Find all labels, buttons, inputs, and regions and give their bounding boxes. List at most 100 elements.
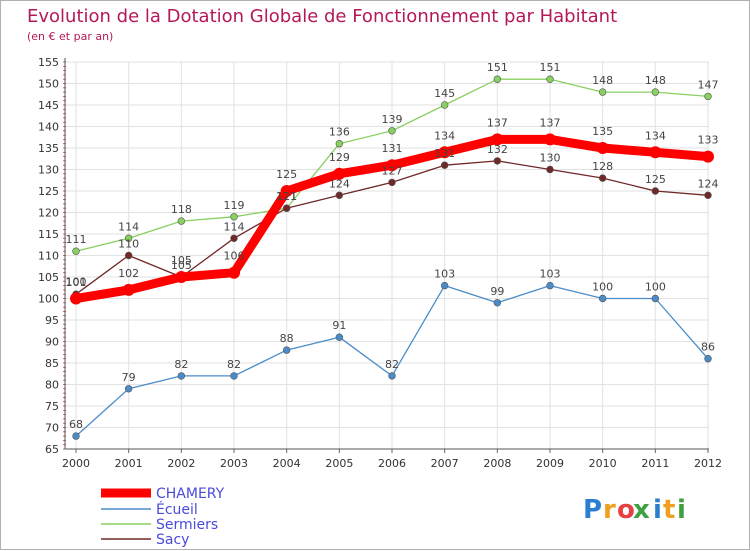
- data-label: 124: [698, 177, 719, 190]
- data-point: [546, 165, 554, 174]
- data-point: [230, 372, 238, 380]
- data-point: [651, 88, 660, 96]
- y-tick-label: 125: [38, 185, 59, 198]
- y-tick-label: 105: [38, 271, 59, 284]
- data-label: 121: [276, 190, 297, 203]
- data-label: 114: [118, 220, 139, 233]
- logo-letter: i: [653, 495, 662, 525]
- x-tick-label: 2000: [62, 457, 90, 470]
- data-point: [598, 88, 607, 96]
- data-label: 68: [69, 418, 83, 431]
- legend-label: Écueil: [156, 501, 198, 518]
- data-label: 131: [434, 147, 455, 160]
- data-label: 148: [645, 74, 666, 87]
- data-point: [335, 140, 344, 148]
- logo-letter: P: [583, 495, 602, 525]
- data-point: [440, 161, 449, 169]
- data-point: [70, 292, 82, 305]
- x-tick-label: 2001: [115, 457, 143, 470]
- y-tick-label: 65: [45, 443, 59, 456]
- data-point: [388, 127, 396, 135]
- data-label: 82: [227, 358, 241, 371]
- data-point: [596, 142, 609, 154]
- x-tick-label: 2010: [589, 457, 617, 470]
- data-label: 137: [487, 116, 508, 129]
- data-label: 100: [592, 281, 613, 294]
- data-point: [388, 178, 396, 187]
- data-label: 129: [329, 151, 350, 164]
- data-label: 131: [382, 142, 403, 155]
- data-label: 105: [171, 259, 192, 272]
- data-label: 124: [329, 177, 350, 190]
- y-tick-label: 110: [38, 250, 59, 263]
- x-tick-label: 2006: [378, 457, 406, 470]
- y-tick-label: 85: [45, 357, 59, 370]
- y-tick-label: 140: [38, 121, 59, 134]
- logo-letter: i: [677, 495, 686, 525]
- logo-letter: o: [617, 495, 635, 525]
- data-label: 101: [66, 276, 87, 289]
- data-label: 134: [645, 129, 666, 142]
- data-point: [598, 174, 607, 182]
- data-label: 110: [118, 238, 139, 251]
- data-label: 135: [592, 125, 613, 138]
- data-point: [230, 213, 238, 221]
- data-point: [491, 133, 504, 146]
- y-tick-label: 155: [38, 56, 59, 69]
- x-tick-label: 2009: [536, 457, 564, 470]
- data-label: 114: [224, 220, 245, 233]
- data-label: 148: [592, 74, 613, 87]
- data-label: 102: [118, 267, 139, 280]
- data-labels: 111 114 118 119 121 136 139 145 151 151 148 148 147 1…: [66, 61, 719, 431]
- y-tick-label: 95: [45, 314, 59, 327]
- chart-title: Evolution de la Dotation Globale de Fonc…: [27, 6, 617, 27]
- axes: 65 70 75 80 85 90 95 100 105 110 115 120 125 130 135 14…: [38, 56, 722, 470]
- data-label: 136: [329, 126, 350, 139]
- data-point: [335, 333, 344, 341]
- data-point: [124, 234, 133, 243]
- data-point: [649, 146, 662, 159]
- data-label: 103: [540, 268, 561, 281]
- data-point: [228, 266, 240, 279]
- data-label: 151: [487, 61, 508, 74]
- data-point: [438, 146, 451, 159]
- data-label: 79: [122, 371, 136, 384]
- data-point: [493, 157, 502, 165]
- data-label: 103: [434, 268, 455, 281]
- y-tick-label: 135: [38, 142, 59, 155]
- data-label: 125: [645, 173, 666, 186]
- data-point: [280, 185, 293, 197]
- data-label: 134: [434, 129, 455, 142]
- data-label: 137: [540, 116, 561, 129]
- x-tick-label: 2002: [167, 457, 195, 470]
- data-point: [546, 75, 554, 83]
- data-point: [651, 294, 660, 303]
- data-label: 99: [490, 285, 504, 298]
- data-point: [388, 372, 396, 380]
- y-tick-label: 80: [45, 379, 59, 392]
- data-point: [544, 133, 556, 146]
- data-label: 91: [332, 319, 346, 332]
- x-tick-label: 2007: [431, 457, 459, 470]
- data-label: 127: [382, 164, 403, 177]
- y-tick-label: 100: [38, 293, 59, 306]
- data-label: 125: [276, 168, 297, 181]
- data-point: [335, 191, 344, 200]
- x-tick-label: 2005: [325, 457, 353, 470]
- data-point: [493, 299, 502, 307]
- data-point: [72, 432, 80, 440]
- x-tick-label: 2004: [273, 457, 301, 470]
- data-label: 88: [280, 332, 294, 345]
- data-point: [177, 372, 186, 380]
- y-tick-label: 70: [45, 422, 59, 435]
- data-label: 100: [645, 281, 666, 294]
- logo-letter: x: [633, 495, 650, 525]
- data-point: [124, 385, 133, 393]
- y-tick-label: 75: [45, 400, 59, 413]
- y-tick-label: 150: [38, 78, 59, 91]
- data-point: [386, 159, 398, 172]
- data-point: [440, 101, 449, 109]
- data-point: [230, 234, 238, 243]
